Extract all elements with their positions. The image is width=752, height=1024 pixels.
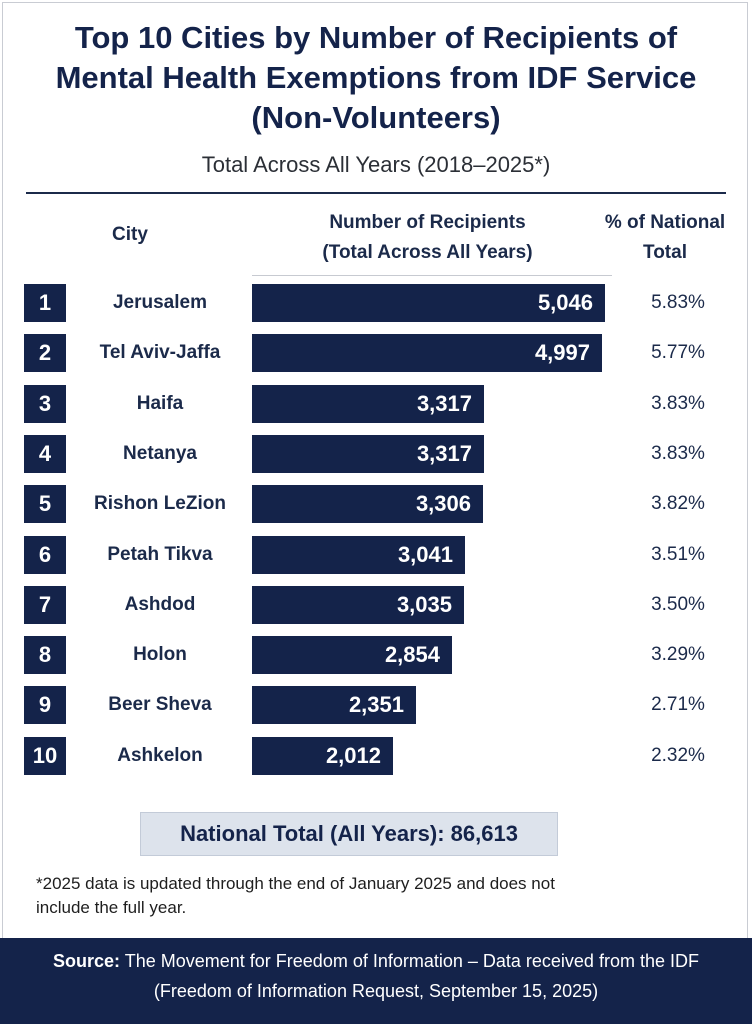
title-line-2: Mental Health Exemptions from IDF Servic… bbox=[55, 60, 697, 95]
bar-value-label: 3,041 bbox=[397, 542, 453, 567]
footnote-line-2: include the full year. bbox=[36, 898, 187, 917]
bar-value-label: 2,854 bbox=[384, 642, 440, 667]
bar-row: 4 Netanya 3,317 3.83% bbox=[0, 435, 752, 473]
city-label: Tel Aviv-Jaffa bbox=[99, 342, 221, 363]
title-line-1: Top 10 Cities by Number of Recipients of bbox=[74, 20, 678, 55]
bar: 3,035 bbox=[252, 586, 464, 624]
city-label: Ashdod bbox=[124, 594, 196, 615]
percent-header-line-1: % of National bbox=[604, 212, 726, 233]
bar: 3,317 bbox=[252, 385, 484, 423]
rank-badge: 3 bbox=[24, 385, 66, 423]
source-text-1: The Movement for Freedom of Information … bbox=[124, 951, 699, 971]
bar-row: 1 Jerusalem 5,046 5.83% bbox=[0, 284, 752, 322]
footnote-line-1: *2025 data is updated through the end of… bbox=[36, 874, 555, 893]
rank-badge: 9 bbox=[24, 686, 66, 724]
chart-subtitle: Total Across All Years (2018–2025*) bbox=[201, 152, 551, 177]
city-label: Holon bbox=[133, 644, 187, 665]
header-rule bbox=[26, 192, 726, 194]
bar: 3,041 bbox=[252, 536, 465, 574]
rank-badge: 10 bbox=[24, 737, 66, 775]
bar: 2,351 bbox=[252, 686, 416, 724]
bar-value-label: 3,317 bbox=[416, 391, 472, 416]
city-label: Petah Tikva bbox=[107, 544, 213, 565]
rank-badge: 8 bbox=[24, 636, 66, 674]
rank-badge: 4 bbox=[24, 435, 66, 473]
percent-label: 3.82% bbox=[651, 493, 705, 514]
percent-label: 3.50% bbox=[651, 594, 705, 615]
source-line-1: Source: The Movement for Freedom of Info… bbox=[0, 946, 752, 976]
bar-value-label: 3,306 bbox=[415, 491, 471, 516]
percent-label: 5.83% bbox=[651, 292, 705, 313]
title-line-3: (Non-Volunteers) bbox=[251, 100, 501, 135]
percent-label: 2.32% bbox=[651, 745, 705, 766]
bar-row: 7 Ashdod 3,035 3.50% bbox=[0, 586, 752, 624]
bar-row: 2 Tel Aviv-Jaffa 4,997 5.77% bbox=[0, 334, 752, 372]
column-header-city: City bbox=[112, 224, 148, 245]
bar-value-label: 4,997 bbox=[534, 340, 590, 365]
rank-badge: 6 bbox=[24, 536, 66, 574]
percent-label: 3.83% bbox=[651, 443, 705, 464]
bar: 3,317 bbox=[252, 435, 484, 473]
city-label: Rishon LeZion bbox=[94, 493, 226, 514]
percent-header-line-2: Total bbox=[643, 242, 687, 263]
rank-badge: 2 bbox=[24, 334, 66, 372]
city-label: Jerusalem bbox=[112, 292, 207, 313]
bar: 3,306 bbox=[252, 485, 483, 523]
rank-badge: 5 bbox=[24, 485, 66, 523]
bar: 4,997 bbox=[252, 334, 602, 372]
bar: 5,046 bbox=[252, 284, 605, 322]
recipients-header-line-1: Number of Recipients bbox=[329, 212, 526, 233]
percent-label: 2.71% bbox=[651, 694, 705, 715]
bar-value-label: 2,351 bbox=[348, 692, 404, 717]
bar-value-label: 5,046 bbox=[537, 290, 593, 315]
national-total-box: National Total (All Years): 86,613 bbox=[140, 812, 558, 856]
bar-row: 10 Ashkelon 2,012 2.32% bbox=[0, 737, 752, 775]
source-banner: Source: The Movement for Freedom of Info… bbox=[0, 938, 752, 1024]
column-header-recipients: Number of Recipients (Total Across All Y… bbox=[250, 208, 605, 268]
city-label: Haifa bbox=[136, 393, 184, 414]
percent-label: 3.29% bbox=[651, 644, 705, 665]
bar-row: 6 Petah Tikva 3,041 3.51% bbox=[0, 536, 752, 574]
header-divider bbox=[252, 275, 612, 276]
source-line-2: (Freedom of Information Request, Septemb… bbox=[153, 981, 599, 1001]
percent-label: 3.83% bbox=[651, 393, 705, 414]
bar-row: 9 Beer Sheva 2,351 2.71% bbox=[0, 686, 752, 724]
recipients-header-line-2: (Total Across All Years) bbox=[322, 242, 533, 263]
column-header-percent: % of National Total bbox=[590, 208, 740, 268]
city-label: Ashkelon bbox=[117, 745, 203, 766]
bar: 2,012 bbox=[252, 737, 393, 775]
city-label: Beer Sheva bbox=[108, 694, 212, 715]
percent-label: 5.77% bbox=[651, 342, 705, 363]
bar-row: 3 Haifa 3,317 3.83% bbox=[0, 385, 752, 423]
bar: 2,854 bbox=[252, 636, 452, 674]
percent-label: 3.51% bbox=[651, 544, 705, 565]
bar-row: 8 Holon 2,854 3.29% bbox=[0, 636, 752, 674]
bar-value-label: 3,317 bbox=[416, 441, 472, 466]
source-label: Source: bbox=[53, 951, 121, 971]
bar-value-label: 3,035 bbox=[396, 592, 452, 617]
bar-value-label: 2,012 bbox=[325, 743, 381, 768]
footnote: *2025 data is updated through the end of… bbox=[36, 872, 686, 920]
bar-row: 5 Rishon LeZion 3,306 3.82% bbox=[0, 485, 752, 523]
city-label: Netanya bbox=[123, 443, 197, 464]
rank-badge: 7 bbox=[24, 586, 66, 624]
chart-title: Top 10 Cities by Number of Recipients of… bbox=[0, 18, 752, 138]
rank-badge: 1 bbox=[24, 284, 66, 322]
